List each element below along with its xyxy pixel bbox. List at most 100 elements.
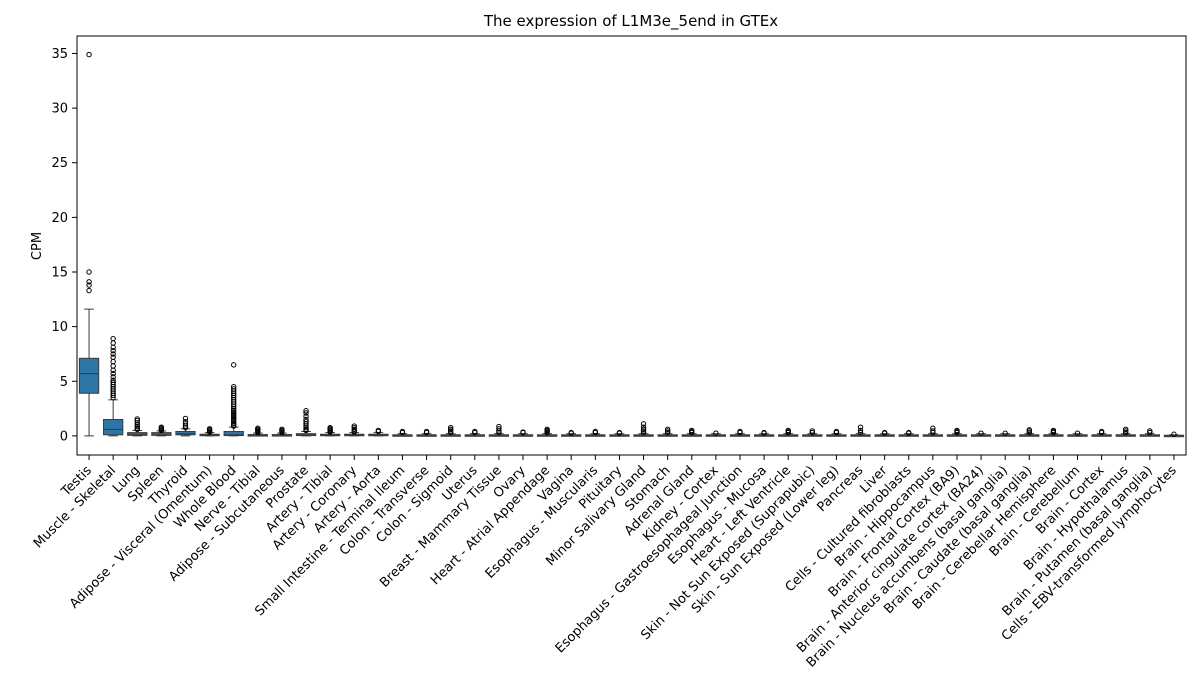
box-series (78, 51, 1185, 438)
box-group (995, 430, 1016, 437)
outlier-point (761, 429, 767, 436)
outlier-point (1026, 429, 1032, 436)
box-group (223, 362, 244, 437)
outlier-point (231, 362, 237, 368)
box-group (319, 424, 341, 437)
outlier-point (231, 409, 237, 415)
box-group (561, 429, 582, 437)
outlier-point (1026, 427, 1032, 433)
outlier-point (231, 417, 237, 423)
y-tick-label: 15 (51, 265, 68, 280)
outlier-point (857, 424, 864, 430)
box-group (753, 429, 775, 437)
box-iqr (223, 431, 244, 437)
outlier-point (544, 426, 550, 433)
outlier-point (857, 427, 864, 434)
outlier-point (303, 408, 309, 414)
box-group (488, 423, 510, 437)
outlier-point (110, 370, 116, 377)
box-group (1067, 430, 1088, 437)
box-group (1139, 428, 1160, 437)
outlier-point (447, 424, 454, 431)
outlier-point (86, 269, 92, 275)
outlier-point (496, 429, 502, 436)
outlier-point (110, 351, 116, 357)
outlier-point (303, 418, 309, 425)
outlier-point (640, 428, 647, 434)
outlier-point (713, 430, 719, 436)
outlier-point (110, 374, 116, 380)
outlier-point (640, 426, 647, 433)
outlier-point (520, 429, 526, 435)
y-tick-label: 5 (60, 375, 68, 390)
box-iqr (175, 431, 196, 436)
box-group (946, 427, 968, 437)
outlier-point (447, 428, 454, 434)
y-tick-label: 0 (60, 429, 68, 444)
outlier-point (158, 424, 165, 430)
outlier-point (110, 358, 116, 365)
box-group (416, 428, 437, 437)
box-group (1019, 427, 1040, 437)
outlier-point (231, 412, 237, 418)
plot-area-frame (76, 35, 1187, 456)
box-group (1091, 428, 1112, 437)
outlier-point (110, 354, 116, 360)
box-group (729, 428, 751, 437)
outlier-point (1123, 426, 1129, 433)
box-group (633, 421, 654, 437)
outlier-point (640, 421, 647, 427)
outlier-point (327, 424, 333, 431)
outlier-point (737, 428, 743, 435)
box-group (536, 426, 558, 437)
box-group (585, 428, 606, 437)
outlier-point (303, 426, 309, 433)
outlier-point (134, 423, 140, 430)
outlier-point (303, 416, 309, 423)
box-iqr (103, 418, 124, 436)
box-group (1115, 426, 1136, 437)
outlier-point (182, 421, 189, 427)
box-group (440, 424, 461, 437)
outlier-point (1171, 431, 1177, 437)
outlier-point (1147, 429, 1153, 436)
outlier-point (978, 430, 984, 436)
outlier-point (303, 424, 309, 431)
box-group (271, 426, 293, 437)
outlier-point (206, 426, 213, 432)
outlier-point (930, 428, 936, 434)
outlier-point (496, 426, 502, 432)
box-group (778, 427, 799, 437)
outlier-point (110, 340, 116, 346)
box-group (705, 430, 727, 437)
y-tick-label: 10 (51, 320, 68, 335)
outlier-point (447, 429, 454, 436)
outlier-point (664, 426, 671, 433)
outlier-point (351, 423, 357, 429)
outlier-point (255, 425, 261, 431)
box-group (898, 429, 919, 437)
outlier-point (1123, 428, 1129, 434)
outlier-point (592, 428, 599, 435)
box-group (392, 428, 413, 437)
outlier-point (303, 410, 309, 416)
outlier-point (568, 429, 574, 436)
outlier-point (664, 429, 671, 436)
outlier-point (86, 287, 92, 294)
outlier-point (134, 417, 140, 424)
box-group (850, 424, 871, 437)
y-tick-label: 30 (51, 102, 68, 117)
box-group (874, 429, 895, 437)
outlier-point (279, 426, 285, 433)
outlier-point (640, 424, 647, 430)
outlier-point (906, 429, 912, 436)
outlier-point (86, 51, 92, 58)
outlier-point (231, 384, 237, 390)
outlier-point (110, 363, 116, 369)
box-group (199, 426, 220, 437)
outlier-point (423, 428, 430, 435)
outlier-point (809, 429, 816, 436)
box-group (922, 425, 944, 437)
